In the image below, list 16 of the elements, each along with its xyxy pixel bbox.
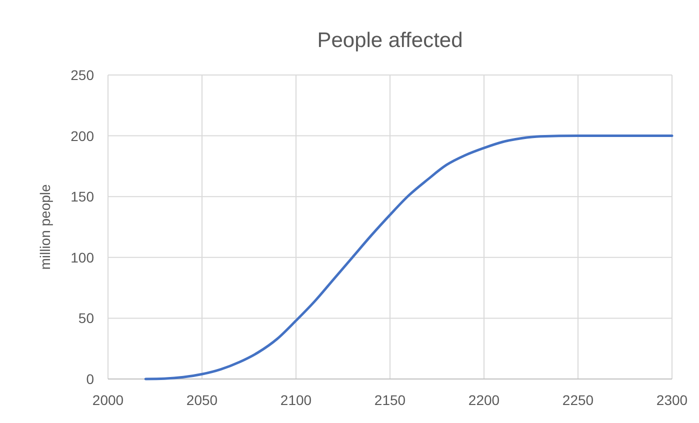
y-tick-label: 150 bbox=[70, 188, 94, 205]
x-tick-label: 2100 bbox=[280, 392, 312, 408]
x-tick-label: 2150 bbox=[374, 392, 406, 408]
chart-title: People affected bbox=[317, 29, 463, 52]
y-tick-label: 250 bbox=[70, 67, 94, 83]
y-tick-label: 0 bbox=[86, 371, 94, 387]
y-axis-title: million people bbox=[37, 184, 53, 270]
x-tick-label: 2300 bbox=[656, 392, 688, 408]
line-series bbox=[144, 134, 674, 380]
x-tick-label: 2250 bbox=[562, 392, 594, 408]
y-tick-label: 100 bbox=[70, 249, 94, 266]
y-tick-label: 50 bbox=[78, 310, 94, 326]
x-tick-label: 2000 bbox=[92, 392, 124, 408]
x-tick-label: 2200 bbox=[468, 392, 500, 408]
x-tick-label: 2050 bbox=[186, 392, 218, 408]
y-tick-label: 200 bbox=[70, 128, 94, 144]
